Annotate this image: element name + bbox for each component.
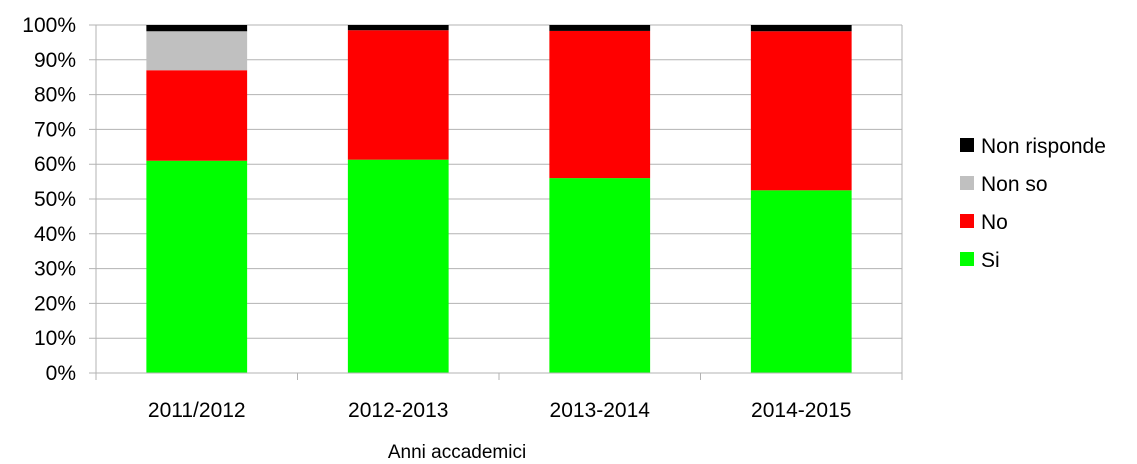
bar-segment-non-risponde [549,25,651,31]
bar-segment-non-risponde [347,25,449,31]
x-tick-label: 2011/2012 [148,399,246,422]
x-tick-labels: 2011/2012 2012-2013 2013-2014 2014-2015 [148,399,852,422]
legend-swatch [960,214,974,228]
y-tick-label: 70% [34,118,76,141]
legend-item-no: No [960,211,1008,234]
legend-item-non-risponde: Non risponde [960,135,1106,158]
y-tick-label: 60% [34,153,76,176]
bar-segment-non-risponde [750,25,852,32]
legend-item-non-so: Non so [960,173,1048,196]
legend-label: Si [981,249,1000,272]
bars [146,25,852,373]
bar-segment-non-so [146,31,248,71]
bar-segment-no [347,30,449,160]
y-tick-label: 80% [34,84,76,107]
y-tick-label: 10% [34,327,76,350]
x-tick-label: 2013-2014 [550,399,651,422]
legend-swatch [960,176,974,190]
axes [89,25,903,380]
bar-segment-non-risponde [146,25,248,32]
y-tick-label: 50% [34,188,76,211]
y-tick-label: 40% [34,223,76,246]
bar-segment-si [347,159,449,373]
legend-swatch [960,138,974,152]
y-tick-label: 100% [22,14,76,37]
legend-label: Non risponde [981,135,1106,158]
bar-segment-no [146,70,248,161]
legend: Non risponde Non so No Si [960,135,1106,272]
legend-label: No [981,211,1008,234]
y-tick-label: 0% [46,362,76,385]
y-tick-labels: 0% 10% 20% 30% 40% 50% 60% 70% 80% 90% 100% [22,14,76,385]
bar-segment-no [750,31,852,191]
x-tick-label: 2014-2015 [751,399,851,422]
bar-segment-si [750,190,852,373]
y-tick-label: 90% [34,49,76,72]
bar-segment-si [549,178,651,373]
y-tick-label: 20% [34,292,76,315]
x-tick-label: 2012-2013 [348,399,448,422]
bar-segment-no [549,30,651,179]
legend-label: Non so [981,173,1048,196]
legend-swatch [960,252,974,266]
y-tick-label: 30% [34,258,76,281]
x-axis-title: Anni accademici [388,442,526,463]
bar-segment-si [146,160,248,373]
legend-item-si: Si [960,249,1000,272]
